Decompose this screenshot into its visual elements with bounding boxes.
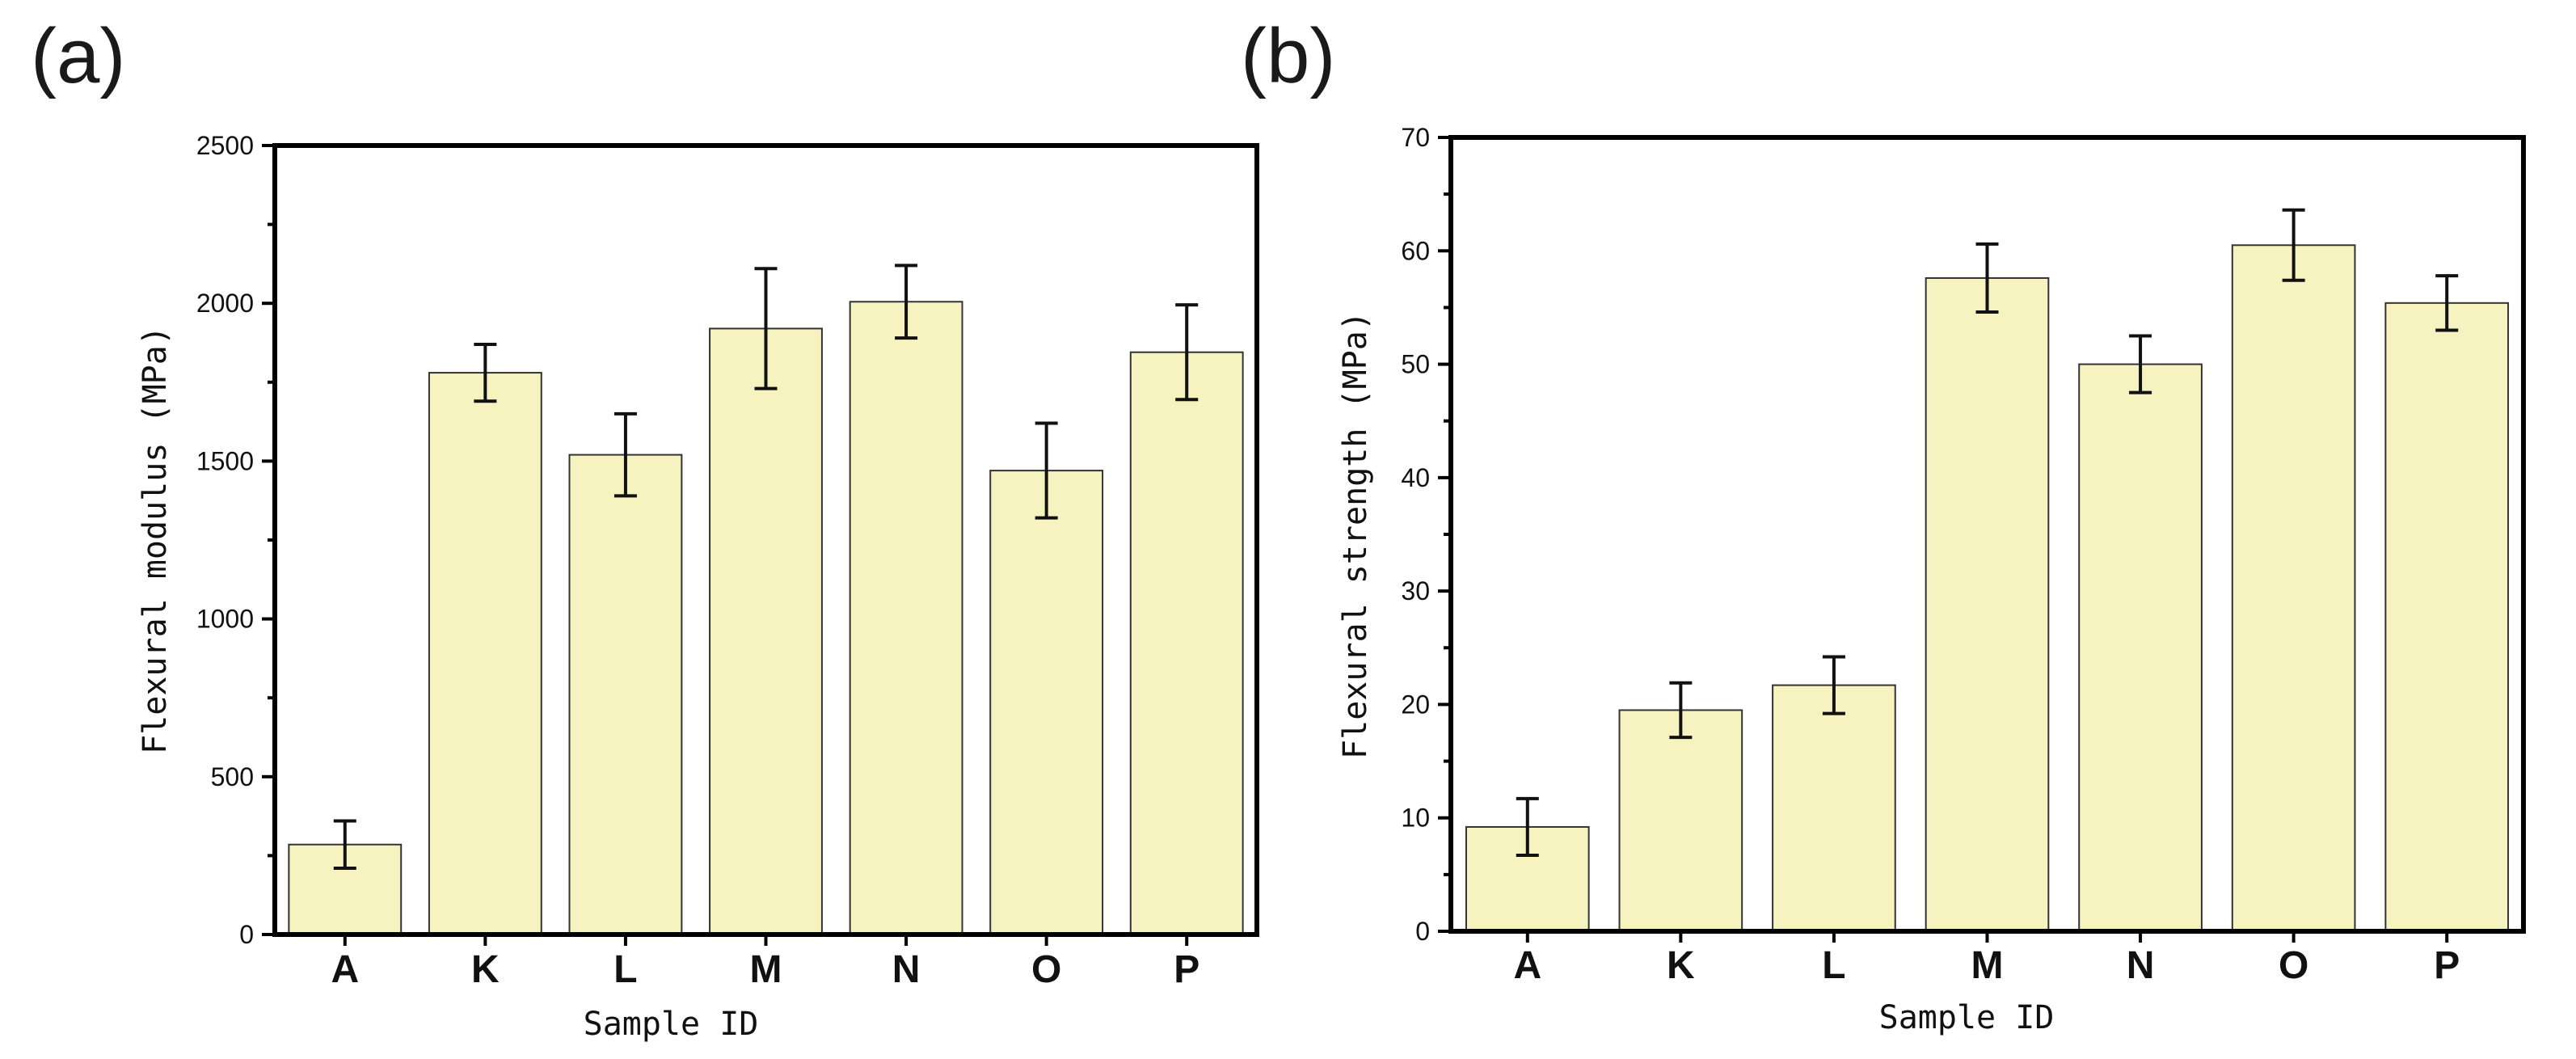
panel-b-y-tick-label: 40 <box>1401 463 1430 492</box>
panel-a-x-tick-label-O: O <box>1031 948 1061 991</box>
panel-a-x-tick-label-M: M <box>750 948 782 991</box>
panel-b-y-tick-label: 10 <box>1401 804 1430 833</box>
panel-a-x-tick-label-A: A <box>331 948 359 991</box>
panel-b-letter: (b) <box>1241 13 1335 99</box>
panel-a-x-tick-label-N: N <box>892 948 921 991</box>
panel-a-error-bar-A <box>333 819 356 871</box>
panel-a-x-tick-label-K: K <box>471 948 500 991</box>
panel-b-y-tick-label: 60 <box>1401 236 1430 265</box>
panel-b-x-tick-label-O: O <box>2279 944 2308 987</box>
panel-a-y-tick-label: 2500 <box>196 131 254 160</box>
panel-a-bar-P <box>1129 351 1244 936</box>
panel-b-error-bar-K <box>1669 681 1693 740</box>
panel-a-plot-frame <box>272 143 1259 937</box>
panel-b-error-bar-N <box>2129 334 2152 394</box>
panel-a-bar-N <box>849 301 963 935</box>
panel-b: (b) A K L M N O P 0 10 20 30 40 50 60 70 Sample ID Fle… <box>1241 13 2526 1036</box>
panel-b-error-bar-M <box>1975 242 1999 314</box>
panel-a-y-tick-label: 0 <box>239 920 254 949</box>
panel-b-bar-M <box>1925 276 2050 932</box>
panel-a-x-tick-label-L: L <box>613 948 637 991</box>
panel-a-error-bar-N <box>895 264 918 340</box>
panel-b-x-tick-label-N: N <box>2127 944 2155 987</box>
panel-a-y-axis-title: Flexural modulus (MPa) <box>137 326 174 754</box>
panel-a-error-bar-L <box>613 411 637 498</box>
panel-a-y-tick-label: 2000 <box>196 289 254 318</box>
panel-a-error-bar-M <box>754 267 778 390</box>
panel-b-x-tick-label-L: L <box>1822 944 1845 987</box>
panel-a-bar-K <box>428 372 542 935</box>
panel-b-x-axis-title: Sample ID <box>1879 999 2055 1036</box>
panel-b-plot-frame <box>1448 135 2526 934</box>
panel-a-x-axis-title: Sample ID <box>584 1006 759 1043</box>
panel-b-y-tick-label: 0 <box>1415 917 1430 946</box>
panel-a-error-bar-P <box>1175 303 1199 402</box>
panel-a-bar-O <box>989 470 1104 935</box>
panel-a-y-tick-label: 1000 <box>196 605 254 634</box>
panel-a-letter: (a) <box>31 13 125 99</box>
panel-a-bar-M <box>709 327 823 935</box>
panel-b-bar-K <box>1618 709 1743 932</box>
panel-b-y-axis-title: Flexural strength (MPa) <box>1337 311 1374 759</box>
panel-b-marks: A K L M N O P 0 10 20 30 40 50 60 70 <box>1401 123 2510 987</box>
panel-b-bar-N <box>2078 363 2203 933</box>
panel-b-error-bar-O <box>2282 208 2305 282</box>
panel-b-x-tick-label-P: P <box>2434 944 2460 987</box>
panel-b-bar-L <box>1772 684 1896 933</box>
panel-b-x-tick-label-K: K <box>1667 944 1695 987</box>
panel-a-error-bar-K <box>474 342 497 403</box>
panel-a: (a) A K L M N O P 0 500 1000 1500 2000 2500 Sample I… <box>31 13 1259 1043</box>
panel-a-x-tick-label-P: P <box>1174 948 1199 991</box>
panel-a-bar-L <box>568 454 683 935</box>
panel-b-y-tick-label: 70 <box>1401 123 1430 152</box>
panel-b-error-bar-P <box>2435 274 2459 332</box>
panel-b-y-tick-label: 30 <box>1401 576 1430 605</box>
panel-a-error-bar-O <box>1035 421 1058 520</box>
panel-b-y-tick-label: 50 <box>1401 350 1430 379</box>
panel-b-bar-P <box>2384 302 2510 932</box>
panel-b-bar-O <box>2231 244 2356 932</box>
panel-b-x-tick-label-A: A <box>1513 944 1541 987</box>
panel-b-y-tick-label: 20 <box>1401 690 1430 719</box>
panel-b-error-bar-L <box>1822 655 1845 715</box>
panel-b-error-bar-A <box>1516 796 1539 858</box>
panel-b-x-tick-label-M: M <box>1971 944 2004 987</box>
panel-a-marks: A K L M N O P 0 500 1000 1500 2000 2500 <box>196 131 1244 991</box>
panel-a-y-tick-label: 1500 <box>196 446 254 475</box>
panel-a-y-tick-label: 500 <box>211 762 254 791</box>
